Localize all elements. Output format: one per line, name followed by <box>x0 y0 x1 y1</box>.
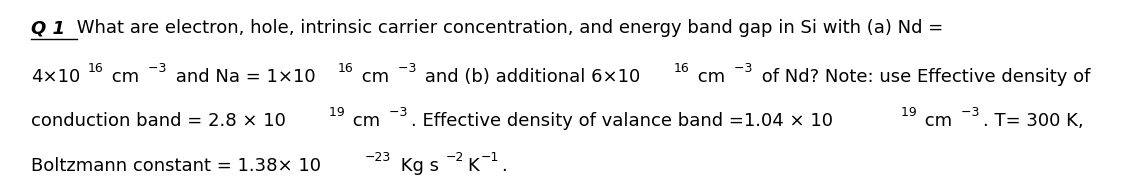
Text: Boltzmann constant = 1.38× 10: Boltzmann constant = 1.38× 10 <box>31 157 321 175</box>
Text: conduction band = 2.8 × 10: conduction band = 2.8 × 10 <box>31 112 287 130</box>
Text: . T= 300 K,: . T= 300 K, <box>984 112 1084 130</box>
Text: 16: 16 <box>337 62 353 75</box>
Text: cm: cm <box>106 68 139 86</box>
Text: 16: 16 <box>88 62 103 75</box>
Text: and Na = 1×10: and Na = 1×10 <box>170 68 316 86</box>
Text: Kg s: Kg s <box>396 157 439 175</box>
Text: −23: −23 <box>365 151 391 164</box>
Text: 4×10: 4×10 <box>31 68 81 86</box>
Text: . Effective density of valance band =1.04 × 10: . Effective density of valance band =1.0… <box>411 112 833 130</box>
Text: Q 1: Q 1 <box>31 20 65 37</box>
Text: −1: −1 <box>480 151 499 164</box>
Text: −3: −3 <box>144 62 166 75</box>
Text: 16: 16 <box>674 62 690 75</box>
Text: cm: cm <box>919 112 952 130</box>
Text: cm: cm <box>347 112 380 130</box>
Text: −3: −3 <box>958 106 980 119</box>
Text: K: K <box>466 157 479 175</box>
Text: −3: −3 <box>731 62 753 75</box>
Text: 19: 19 <box>897 106 916 119</box>
Text: What are electron, hole, intrinsic carrier concentration, and energy band gap in: What are electron, hole, intrinsic carri… <box>71 20 943 37</box>
Text: cm: cm <box>692 68 725 86</box>
Text: of Nd? Note: use Effective density of: of Nd? Note: use Effective density of <box>756 68 1090 86</box>
Text: −3: −3 <box>393 62 416 75</box>
Text: −3: −3 <box>386 106 408 119</box>
Text: −2: −2 <box>446 151 464 164</box>
Text: 19: 19 <box>325 106 344 119</box>
Text: and (b) additional 6×10: and (b) additional 6×10 <box>419 68 641 86</box>
Text: .: . <box>501 157 507 175</box>
Text: cm: cm <box>355 68 389 86</box>
